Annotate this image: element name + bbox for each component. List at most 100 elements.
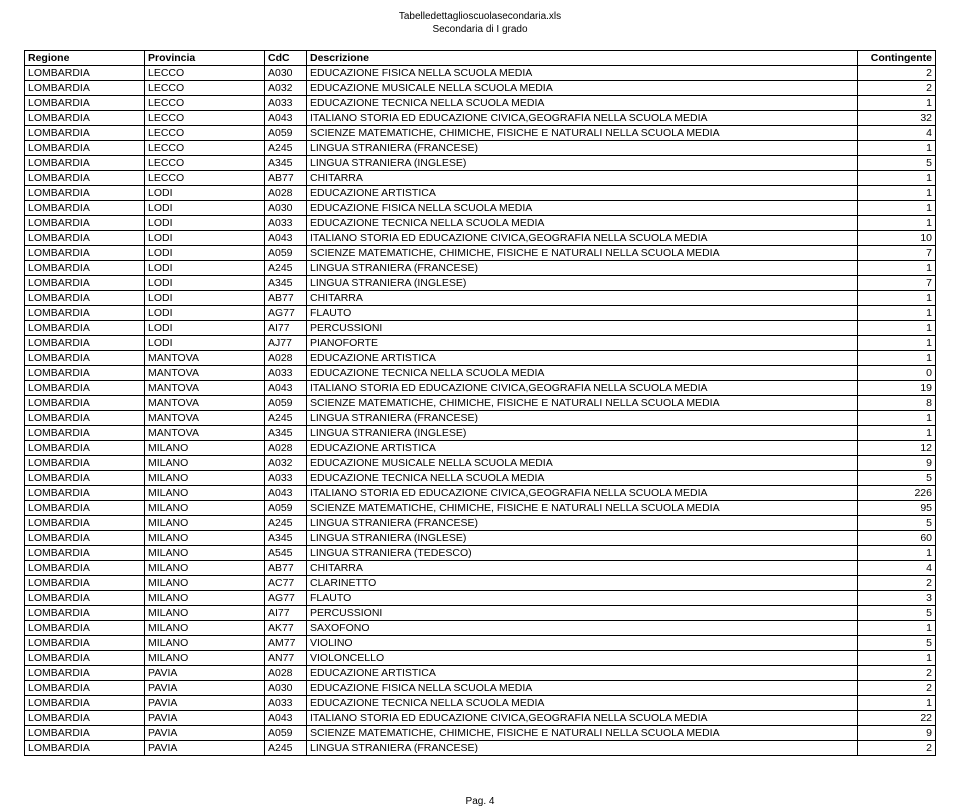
cell-provincia: LODI: [145, 276, 265, 291]
cell-descrizione: SCIENZE MATEMATICHE, CHIMICHE, FISICHE E…: [307, 501, 858, 516]
cell-contingente: 1: [858, 291, 936, 306]
cell-regione: LOMBARDIA: [25, 351, 145, 366]
cell-descrizione: FLAUTO: [307, 306, 858, 321]
cell-contingente: 5: [858, 606, 936, 621]
cell-descrizione: SCIENZE MATEMATICHE, CHIMICHE, FISICHE E…: [307, 246, 858, 261]
cell-provincia: MILANO: [145, 621, 265, 636]
cell-provincia: MILANO: [145, 576, 265, 591]
cell-cdc: AB77: [265, 291, 307, 306]
cell-regione: LOMBARDIA: [25, 291, 145, 306]
cell-cdc: AM77: [265, 636, 307, 651]
table-row: LOMBARDIALECCOA059SCIENZE MATEMATICHE, C…: [25, 126, 936, 141]
table-row: LOMBARDIAPAVIAA059SCIENZE MATEMATICHE, C…: [25, 726, 936, 741]
cell-descrizione: EDUCAZIONE TECNICA NELLA SCUOLA MEDIA: [307, 96, 858, 111]
cell-cdc: AJ77: [265, 336, 307, 351]
page-container: Tabelledettaglioscuolasecondaria.xls Sec…: [0, 0, 960, 807]
cell-contingente: 19: [858, 381, 936, 396]
cell-provincia: LODI: [145, 291, 265, 306]
table-row: LOMBARDIAMILANOAI77PERCUSSIONI5: [25, 606, 936, 621]
table-row: LOMBARDIALECCOA032EDUCAZIONE MUSICALE NE…: [25, 81, 936, 96]
cell-descrizione: LINGUA STRANIERA (INGLESE): [307, 276, 858, 291]
cell-contingente: 9: [858, 456, 936, 471]
cell-provincia: MILANO: [145, 606, 265, 621]
cell-provincia: PAVIA: [145, 666, 265, 681]
cell-provincia: LECCO: [145, 126, 265, 141]
cell-contingente: 1: [858, 96, 936, 111]
cell-descrizione: EDUCAZIONE FISICA NELLA SCUOLA MEDIA: [307, 66, 858, 81]
table-row: LOMBARDIAMILANOA245LINGUA STRANIERA (FRA…: [25, 516, 936, 531]
cell-provincia: LODI: [145, 261, 265, 276]
table-row: LOMBARDIALODIA030EDUCAZIONE FISICA NELLA…: [25, 201, 936, 216]
table-row: LOMBARDIALODIA033EDUCAZIONE TECNICA NELL…: [25, 216, 936, 231]
cell-cdc: A245: [265, 516, 307, 531]
cell-descrizione: EDUCAZIONE TECNICA NELLA SCUOLA MEDIA: [307, 216, 858, 231]
cell-descrizione: CLARINETTO: [307, 576, 858, 591]
table-row: LOMBARDIALODIAG77FLAUTO1: [25, 306, 936, 321]
cell-contingente: 3: [858, 591, 936, 606]
cell-regione: LOMBARDIA: [25, 231, 145, 246]
cell-regione: LOMBARDIA: [25, 96, 145, 111]
cell-contingente: 2: [858, 81, 936, 96]
table-row: LOMBARDIAMANTOVAA345LINGUA STRANIERA (IN…: [25, 426, 936, 441]
cell-descrizione: EDUCAZIONE ARTISTICA: [307, 351, 858, 366]
cell-descrizione: EDUCAZIONE FISICA NELLA SCUOLA MEDIA: [307, 201, 858, 216]
data-table: Regione Provincia CdC Descrizione Contin…: [24, 50, 936, 756]
cell-cdc: A033: [265, 471, 307, 486]
table-row: LOMBARDIAMANTOVAA059SCIENZE MATEMATICHE,…: [25, 396, 936, 411]
cell-regione: LOMBARDIA: [25, 276, 145, 291]
cell-cdc: A059: [265, 501, 307, 516]
table-row: LOMBARDIALODIA245LINGUA STRANIERA (FRANC…: [25, 261, 936, 276]
document-filename: Tabelledettaglioscuolasecondaria.xls: [24, 10, 936, 23]
cell-cdc: A028: [265, 351, 307, 366]
cell-cdc: A032: [265, 456, 307, 471]
cell-provincia: MILANO: [145, 486, 265, 501]
col-header-descrizione: Descrizione: [307, 51, 858, 66]
cell-regione: LOMBARDIA: [25, 411, 145, 426]
table-row: LOMBARDIAMILANOA028EDUCAZIONE ARTISTICA1…: [25, 441, 936, 456]
cell-cdc: AI77: [265, 321, 307, 336]
cell-contingente: 1: [858, 351, 936, 366]
table-row: LOMBARDIALODIA059SCIENZE MATEMATICHE, CH…: [25, 246, 936, 261]
cell-cdc: A059: [265, 246, 307, 261]
cell-cdc: AB77: [265, 171, 307, 186]
cell-cdc: A043: [265, 231, 307, 246]
table-row: LOMBARDIAPAVIAA028EDUCAZIONE ARTISTICA2: [25, 666, 936, 681]
cell-provincia: LODI: [145, 186, 265, 201]
cell-descrizione: SCIENZE MATEMATICHE, CHIMICHE, FISICHE E…: [307, 126, 858, 141]
table-row: LOMBARDIALECCOA245LINGUA STRANIERA (FRAN…: [25, 141, 936, 156]
table-body: LOMBARDIALECCOA030EDUCAZIONE FISICA NELL…: [25, 66, 936, 756]
cell-cdc: AC77: [265, 576, 307, 591]
cell-regione: LOMBARDIA: [25, 711, 145, 726]
table-row: LOMBARDIALECCOA043ITALIANO STORIA ED EDU…: [25, 111, 936, 126]
cell-provincia: LECCO: [145, 171, 265, 186]
table-row: LOMBARDIALECCOA030EDUCAZIONE FISICA NELL…: [25, 66, 936, 81]
cell-regione: LOMBARDIA: [25, 141, 145, 156]
cell-descrizione: LINGUA STRANIERA (INGLESE): [307, 531, 858, 546]
cell-cdc: AG77: [265, 306, 307, 321]
cell-regione: LOMBARDIA: [25, 126, 145, 141]
cell-provincia: MANTOVA: [145, 396, 265, 411]
table-row: LOMBARDIAPAVIAA033EDUCAZIONE TECNICA NEL…: [25, 696, 936, 711]
cell-contingente: 5: [858, 156, 936, 171]
cell-cdc: A545: [265, 546, 307, 561]
cell-cdc: A345: [265, 531, 307, 546]
cell-regione: LOMBARDIA: [25, 81, 145, 96]
cell-regione: LOMBARDIA: [25, 651, 145, 666]
cell-descrizione: CHITARRA: [307, 171, 858, 186]
page-number: Pag. 4: [466, 796, 495, 807]
cell-provincia: PAVIA: [145, 711, 265, 726]
cell-provincia: LECCO: [145, 111, 265, 126]
table-row: LOMBARDIAMILANOA545LINGUA STRANIERA (TED…: [25, 546, 936, 561]
cell-provincia: MANTOVA: [145, 381, 265, 396]
cell-regione: LOMBARDIA: [25, 381, 145, 396]
cell-provincia: MANTOVA: [145, 411, 265, 426]
cell-provincia: MANTOVA: [145, 351, 265, 366]
cell-regione: LOMBARDIA: [25, 336, 145, 351]
table-row: LOMBARDIAMILANOAN77VIOLONCELLO1: [25, 651, 936, 666]
cell-contingente: 95: [858, 501, 936, 516]
cell-descrizione: LINGUA STRANIERA (FRANCESE): [307, 141, 858, 156]
table-row: LOMBARDIAMANTOVAA028EDUCAZIONE ARTISTICA…: [25, 351, 936, 366]
cell-regione: LOMBARDIA: [25, 546, 145, 561]
cell-regione: LOMBARDIA: [25, 216, 145, 231]
cell-cdc: A043: [265, 711, 307, 726]
